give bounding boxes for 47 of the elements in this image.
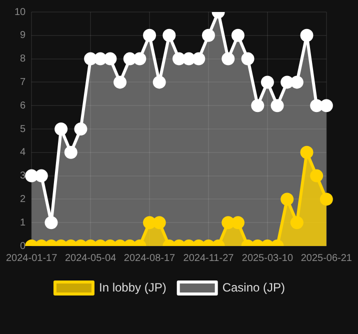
y-tick-label: 8: [20, 54, 26, 65]
legend-label: Casino (JP): [222, 280, 286, 294]
point: [202, 28, 215, 42]
y-tick-label: 2: [20, 194, 26, 205]
x-tick-label: 2024-05-04: [64, 252, 117, 264]
point: [310, 99, 324, 112]
point: [300, 146, 314, 159]
y-tick-label: 4: [20, 147, 26, 158]
x-tick-label: 2025-03-10: [242, 252, 294, 264]
y-tick-label: 10: [14, 6, 26, 18]
point: [74, 122, 88, 136]
point: [123, 52, 136, 66]
point: [162, 28, 176, 42]
point: [320, 99, 333, 112]
point: [280, 76, 294, 89]
x-tick-label: 2024-11-27: [183, 252, 234, 264]
point: [182, 52, 196, 66]
x-tick-label: 2024-01-17: [6, 252, 58, 264]
x-tick-label: 2024-08-17: [124, 252, 176, 264]
y-tick-label: 3: [20, 170, 26, 182]
x-tick-label: 2025-06-21: [300, 252, 352, 264]
point: [104, 52, 117, 66]
point: [94, 52, 107, 66]
point: [231, 28, 244, 42]
y-tick-label: 7: [20, 76, 26, 88]
point: [152, 76, 166, 89]
point: [192, 52, 206, 66]
point: [260, 76, 274, 89]
legend-label: In lobby (JP): [98, 280, 166, 294]
point: [251, 99, 264, 112]
point: [133, 52, 146, 66]
point: [270, 99, 284, 112]
y-tick-label: 1: [20, 217, 26, 228]
point: [64, 146, 78, 159]
point: [114, 76, 127, 89]
point: [300, 28, 314, 42]
point: [143, 28, 156, 42]
point: [241, 52, 254, 66]
point: [290, 76, 304, 89]
point: [84, 52, 98, 66]
point: [54, 122, 68, 136]
y-tick-label: 9: [20, 30, 26, 42]
y-tick-label: 0: [20, 240, 26, 252]
y-tick-label: 5: [20, 124, 26, 135]
y-tick-label: 6: [20, 100, 26, 112]
point: [222, 52, 235, 66]
point: [172, 52, 186, 66]
